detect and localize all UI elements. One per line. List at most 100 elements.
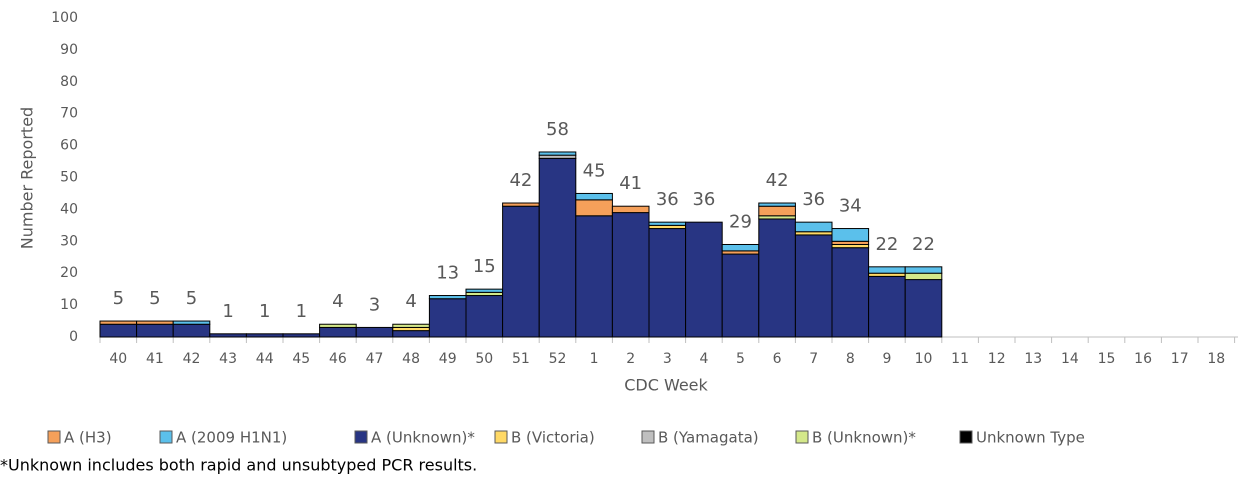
bar-segment <box>794 221 833 233</box>
bar-segment <box>758 202 796 207</box>
bar-segment <box>136 320 174 325</box>
total-label: 58 <box>546 119 569 140</box>
x-tick-label: 46 <box>329 351 347 367</box>
legend-label: B (Yamagata) <box>658 429 759 447</box>
y-tick-label: 30 <box>60 233 78 249</box>
bar-segment <box>831 247 870 338</box>
y-tick-label: 90 <box>60 42 78 58</box>
total-label: 22 <box>912 234 935 255</box>
bar-segment <box>611 212 650 338</box>
y-tick-label: 100 <box>51 10 78 26</box>
total-label: 5 <box>113 288 124 309</box>
x-tick-label: 17 <box>1171 351 1189 367</box>
bar-segment <box>392 323 430 328</box>
bar-segment <box>136 323 174 338</box>
total-label: 22 <box>875 234 898 255</box>
x-tick-label: 47 <box>366 351 384 367</box>
bar-segment <box>465 295 504 338</box>
total-label: 4 <box>405 291 416 312</box>
x-tick-label: 40 <box>109 351 127 367</box>
bar-segment <box>831 228 870 242</box>
legend-label: B (Victoria) <box>511 429 595 447</box>
x-tick-label: 1 <box>590 351 599 367</box>
bar-segment <box>209 333 247 338</box>
bar-segment <box>502 205 540 338</box>
bar-segment <box>868 266 906 274</box>
bar-segment <box>904 266 943 274</box>
bar-segment <box>721 243 760 252</box>
x-tick-label: 15 <box>1098 351 1116 367</box>
bar-segment <box>319 326 357 338</box>
bar-segment <box>611 205 650 214</box>
x-tick-label: 4 <box>699 351 708 367</box>
x-tick-label: 48 <box>402 351 420 367</box>
total-label: 3 <box>369 294 380 315</box>
legend-label: Unknown Type <box>976 429 1085 447</box>
total-label: 34 <box>839 196 862 217</box>
legend-label: A (Unknown)* <box>371 429 475 447</box>
bar-segment <box>245 333 284 338</box>
x-tick-label: 50 <box>475 351 493 367</box>
total-label: 5 <box>149 288 160 309</box>
total-label: 41 <box>619 173 642 194</box>
y-tick-label: 0 <box>69 329 78 345</box>
legend-swatch <box>494 430 508 444</box>
bar-segment <box>648 228 687 338</box>
legend-label: A (2009 H1N1) <box>176 429 287 447</box>
y-tick-label: 60 <box>60 138 78 154</box>
bar-segment <box>99 323 138 338</box>
bar-segment <box>538 151 577 156</box>
legend-swatch <box>959 430 973 444</box>
x-tick-label: 14 <box>1061 351 1079 367</box>
bar-segment <box>721 253 760 338</box>
footnote: *Unknown includes both rapid and unsubty… <box>0 456 477 475</box>
legend-swatch <box>795 430 809 444</box>
bar-segment <box>758 218 796 338</box>
bar-segment <box>282 333 321 338</box>
bar-segment <box>575 215 613 338</box>
bar-segment <box>502 202 540 207</box>
x-tick-label: 51 <box>512 351 530 367</box>
legend-swatch <box>47 430 61 444</box>
x-tick-label: 42 <box>183 351 201 367</box>
bar-segment <box>538 157 577 338</box>
x-tick-label: 6 <box>773 351 782 367</box>
y-tick-label: 10 <box>60 297 78 313</box>
bar-segment <box>758 205 796 217</box>
x-tick-label: 43 <box>219 351 237 367</box>
total-label: 1 <box>296 301 307 322</box>
y-tick-label: 20 <box>60 265 78 281</box>
legend-swatch <box>159 430 173 444</box>
x-tick-label: 7 <box>809 351 818 367</box>
bar-segment <box>575 192 613 201</box>
total-label: 36 <box>692 189 715 210</box>
total-label: 45 <box>583 160 606 181</box>
x-tick-label: 11 <box>951 351 969 367</box>
bar-segment <box>319 323 357 328</box>
x-tick-label: 2 <box>626 351 635 367</box>
total-label: 36 <box>656 189 679 210</box>
bar-segment <box>392 330 430 338</box>
total-label: 29 <box>729 211 752 232</box>
bar-segment <box>99 320 138 325</box>
x-tick-label: 16 <box>1134 351 1152 367</box>
legend-swatch <box>354 430 368 444</box>
legend-swatch <box>641 430 655 444</box>
bar-segment <box>575 199 613 217</box>
x-tick-label: 10 <box>915 351 933 367</box>
x-tick-label: 44 <box>256 351 274 367</box>
legend-label: A (H3) <box>64 429 112 447</box>
bar-segment <box>428 298 467 338</box>
bar-segment <box>868 275 906 338</box>
total-label: 4 <box>332 291 343 312</box>
y-tick-label: 70 <box>60 106 78 122</box>
total-label: 15 <box>473 256 496 277</box>
x-tick-label: 41 <box>146 351 164 367</box>
bar-segment <box>685 221 723 338</box>
legend-label: B (Unknown)* <box>812 429 916 447</box>
total-label: 5 <box>186 288 197 309</box>
total-label: 1 <box>222 301 233 322</box>
x-tick-label: 18 <box>1207 351 1225 367</box>
